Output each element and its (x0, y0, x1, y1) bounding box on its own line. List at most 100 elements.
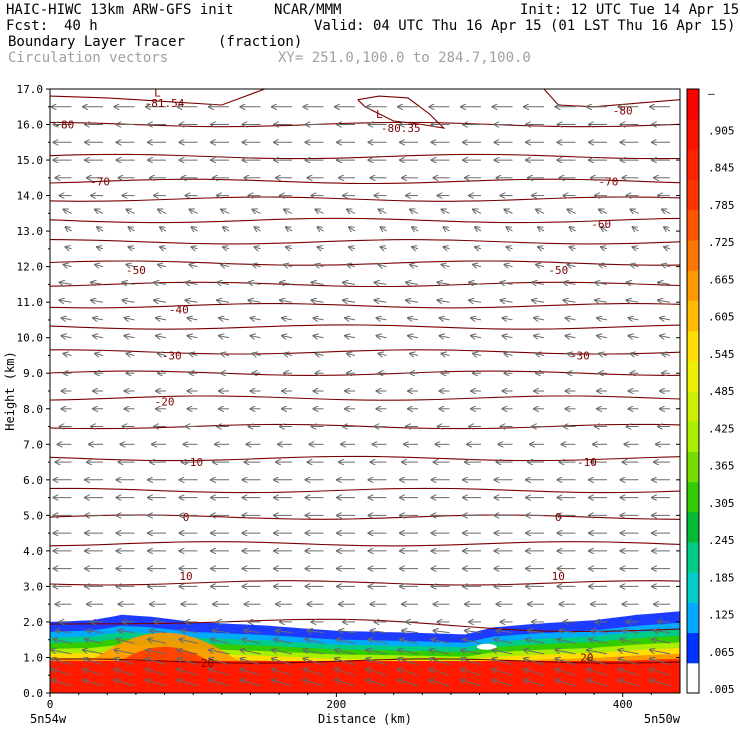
wind-vector (369, 639, 387, 644)
contour-label: 10 (179, 570, 192, 583)
wind-vector (221, 209, 230, 213)
wind-vector (430, 669, 450, 676)
wind-vector (587, 650, 608, 655)
header-field: Boundary Layer Tracer (8, 34, 186, 50)
wind-vector (381, 247, 387, 249)
colorbar-swatch (687, 451, 699, 483)
wind-vector (272, 669, 293, 676)
wind-vector (501, 300, 513, 302)
wind-vector (186, 282, 198, 284)
wind-vector (280, 282, 293, 284)
wind-vector (154, 300, 167, 302)
colorbar-label: .485 (708, 385, 735, 398)
wind-vector (505, 209, 513, 213)
wind-vector (243, 639, 261, 644)
wind-vector (595, 300, 608, 302)
y-tick-label: 3.0 (23, 580, 43, 593)
wind-vector (438, 300, 450, 302)
isotherm--40 (50, 303, 680, 309)
wind-vector (180, 639, 198, 644)
wind-vector (475, 247, 482, 249)
wind-vector (146, 659, 167, 666)
isotherm-0 (50, 514, 680, 520)
wind-vector (95, 354, 104, 356)
wind-vector (601, 247, 608, 249)
wind-vector (150, 631, 167, 633)
wind-vector (115, 669, 135, 676)
wind-vector (619, 659, 639, 666)
wind-vector (347, 265, 356, 267)
wind-vector (52, 659, 72, 666)
wind-vector (662, 265, 671, 267)
wind-vector (213, 631, 230, 633)
wind-vector (375, 300, 387, 302)
wind-vector (318, 247, 324, 249)
isotherm--65 (50, 196, 680, 202)
colorbar-swatch (687, 481, 699, 513)
wind-vector (221, 265, 230, 267)
wind-vector (619, 650, 639, 655)
wind-vector (660, 318, 671, 320)
wind-vector (190, 354, 198, 356)
header-model: HAIC-HIWC 13km ARW-GFS init (6, 2, 234, 18)
colorbar-label: .365 (708, 460, 735, 473)
wind-vector (379, 354, 387, 356)
wind-vector (629, 318, 639, 320)
wind-vector (272, 680, 293, 687)
wind-vector (304, 680, 324, 687)
contour-label: -80 (613, 104, 633, 117)
wind-vector (83, 659, 104, 666)
wind-vector (66, 227, 72, 231)
colorbar-swatch (687, 270, 699, 301)
wind-vector (536, 209, 545, 213)
x-tick-label: 200 (326, 698, 346, 711)
y-tick-label: 11.0 (17, 296, 44, 309)
wind-vector (430, 680, 450, 687)
tracer-surface-band (50, 661, 680, 693)
wind-vector (154, 282, 167, 284)
colorbar-swatch (687, 572, 699, 603)
wind-vector (406, 300, 419, 302)
wind-vector (148, 639, 167, 644)
colorbar-swatch (687, 391, 699, 422)
wind-vector (335, 680, 356, 687)
isotherm--15 (50, 423, 680, 430)
wind-vector (276, 631, 293, 633)
wind-vector (564, 282, 576, 284)
header-vectors: Circulation vectors (8, 50, 169, 66)
wind-vector (156, 318, 167, 320)
wind-vector (587, 659, 608, 666)
contour-label: -50 (126, 264, 146, 277)
wind-vector (52, 650, 72, 655)
wind-vector (241, 659, 261, 666)
contour-label: -30 (162, 349, 182, 362)
wind-vector (469, 300, 482, 302)
wind-vector (217, 282, 230, 284)
wind-vector (87, 631, 104, 633)
wind-vector (314, 318, 324, 320)
isotherm-5 (50, 541, 680, 547)
wind-vector (398, 669, 419, 676)
wind-vector (538, 247, 545, 249)
wind-vector (345, 336, 356, 338)
wind-vector (589, 639, 608, 644)
colorbar-swatch (687, 119, 699, 150)
colorbar-label: .125 (708, 609, 735, 622)
wind-vector (209, 650, 230, 655)
colorbar-swatch (687, 89, 699, 120)
wind-vector (440, 336, 450, 338)
isotherm-10 (50, 580, 680, 586)
wind-vector (461, 659, 482, 666)
contour-label: -80 (54, 119, 74, 132)
wind-vector (274, 639, 293, 644)
wind-vector (528, 631, 545, 633)
wind-vector (83, 669, 104, 676)
wind-vector (123, 282, 135, 284)
wind-vector (62, 336, 72, 338)
wind-vector (501, 282, 513, 284)
y-tick-label: 2.0 (23, 616, 43, 629)
wind-vector (408, 336, 419, 338)
contour-label: L (376, 108, 383, 121)
wind-vector (597, 336, 608, 338)
wind-vector (524, 680, 545, 687)
